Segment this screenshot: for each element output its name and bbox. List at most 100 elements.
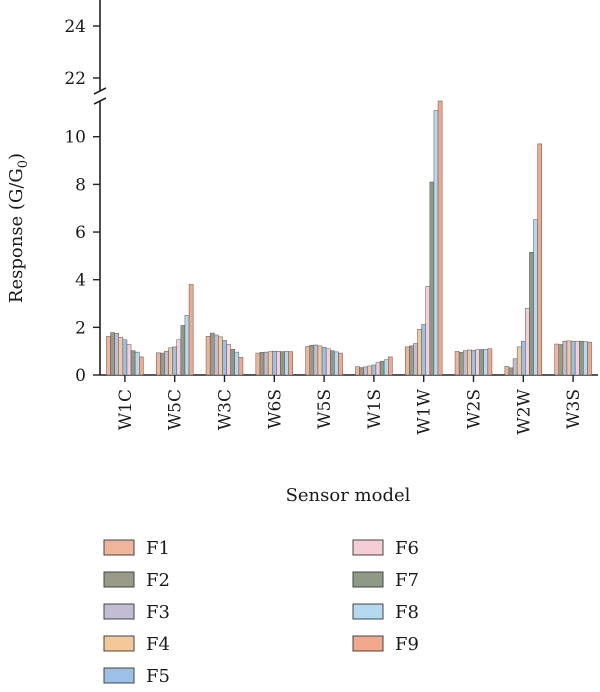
bar-F2-W1C <box>110 332 115 376</box>
bar-F5-W3S <box>570 340 576 376</box>
bar-F4-W6S <box>267 351 273 376</box>
bar-F5-W6S <box>272 350 277 376</box>
bar-F3-W3C <box>214 334 219 376</box>
bar-F7-W5C <box>180 325 186 376</box>
bar-F7-W2W <box>529 252 534 376</box>
legend-label-F4: F4 <box>146 634 170 655</box>
x-tick-label: W3C <box>216 389 236 430</box>
bar-F4-W3C <box>218 336 223 376</box>
bar-F7-W1W <box>429 181 435 376</box>
axis-break-mark-upper <box>93 87 107 95</box>
bar-F8-W5C <box>184 315 190 376</box>
y-axis-label: Response (G/G0) <box>6 153 31 303</box>
legend-swatch-F7 <box>352 571 384 588</box>
bar-F8-W3S <box>583 341 588 376</box>
legend-swatch-F6 <box>352 539 384 556</box>
y-tick-label: 8 <box>75 175 86 195</box>
bar-F5-W1W <box>421 324 426 376</box>
y-tick-label: 6 <box>75 223 86 243</box>
bar-F7-W3S <box>579 340 584 376</box>
bar-F1-W3C <box>205 336 211 376</box>
legend-swatch-F3 <box>103 603 135 620</box>
bar-F9-W2S <box>487 348 493 376</box>
y-tick-label: 2 <box>75 318 86 338</box>
bar-F5-W1S <box>371 364 377 376</box>
legend-label-F5: F5 <box>146 666 170 687</box>
y-tick-label: 0 <box>75 366 86 386</box>
bar-F9-W1S <box>388 356 393 376</box>
x-tick-label: W5C <box>166 389 186 430</box>
x-tick-label: W1W <box>415 388 435 434</box>
bar-F9-W1W <box>437 100 443 376</box>
bar-F7-W1C <box>130 350 136 376</box>
bar-F3-W1S <box>363 366 368 376</box>
x-tick-label: W5S <box>315 389 335 429</box>
bar-F8-W1C <box>134 351 140 376</box>
legend-label-F2: F2 <box>146 570 170 591</box>
bar-F4-W3S <box>566 340 572 376</box>
x-tick-label: W2W <box>514 388 534 434</box>
bar-F5-W5S <box>321 347 327 376</box>
bar-F7-W6S <box>280 351 285 376</box>
bar-F8-W2S <box>483 349 489 376</box>
bar-F9-W2W <box>537 143 543 376</box>
bar-F8-W3C <box>234 351 240 376</box>
bar-F2-W3C <box>209 332 215 376</box>
legend-label-F3: F3 <box>146 602 170 623</box>
axis-break-mark-lower <box>93 97 107 105</box>
bar-F2-W2S <box>458 352 464 376</box>
bar-F1-W2W <box>504 366 510 376</box>
bar-F4-W2W <box>516 346 522 376</box>
bar-F9-W5C <box>188 284 194 376</box>
bar-F1-W6S <box>255 352 261 376</box>
bar-F9-W3S <box>587 341 592 376</box>
bar-F6-W2S <box>475 349 480 376</box>
legend-label-F9: F9 <box>395 634 419 655</box>
bar-F4-W5C <box>168 347 173 376</box>
bar-F3-W2W <box>512 358 518 376</box>
bar-F5-W5C <box>172 346 177 376</box>
bar-F4-W2S <box>467 349 472 376</box>
bar-F1-W2S <box>454 351 460 376</box>
y-tick-label: 22 <box>64 69 86 89</box>
y-axis-label-main: Response (G/G <box>6 168 27 303</box>
bar-F8-W1S <box>383 359 389 376</box>
bar-F3-W6S <box>263 351 269 376</box>
x-tick-label: W6S <box>265 389 285 429</box>
legend-swatch-F1 <box>103 539 135 556</box>
bar-F1-W5S <box>305 346 310 376</box>
bar-F5-W1C <box>122 339 128 376</box>
bar-F4-W1W <box>417 329 422 376</box>
bar-F1-W1C <box>106 336 111 376</box>
legend-swatch-F8 <box>352 603 384 620</box>
bar-F2-W5C <box>160 352 165 376</box>
bar-F3-W5S <box>313 344 319 376</box>
bar-F1-W5C <box>156 352 161 376</box>
bar-F2-W1W <box>409 345 414 376</box>
bar-F2-W2W <box>508 367 514 376</box>
y-tick-label: 10 <box>64 128 86 148</box>
bar-F6-W3C <box>226 344 231 376</box>
bar-F9-W6S <box>288 351 293 376</box>
legend-swatch-F4 <box>103 635 135 652</box>
y-axis-label-sub: 0 <box>16 160 31 168</box>
bar-F6-W2W <box>525 308 530 376</box>
legend: F1 F2 F3 F4 F5 F6 F7 F8 F9 <box>103 538 419 687</box>
bar-F7-W3C <box>230 349 235 376</box>
bar-F8-W5S <box>334 351 339 376</box>
legend-swatch-F2 <box>103 571 135 588</box>
bar-F8-W1W <box>433 110 439 376</box>
bar-F3-W5C <box>164 350 169 376</box>
x-tick-label: W1S <box>365 389 385 429</box>
bar-F3-W3S <box>562 340 568 376</box>
bar-F4-W1C <box>118 337 124 376</box>
x-tick-label: W1C <box>116 389 136 430</box>
legend-swatch-F5 <box>103 667 135 684</box>
bar-F9-W5S <box>338 352 343 376</box>
bar-F7-W5S <box>330 350 335 376</box>
y-tick-label: 24 <box>64 17 86 37</box>
axes <box>93 0 598 376</box>
bar-F3-W1C <box>114 333 120 376</box>
